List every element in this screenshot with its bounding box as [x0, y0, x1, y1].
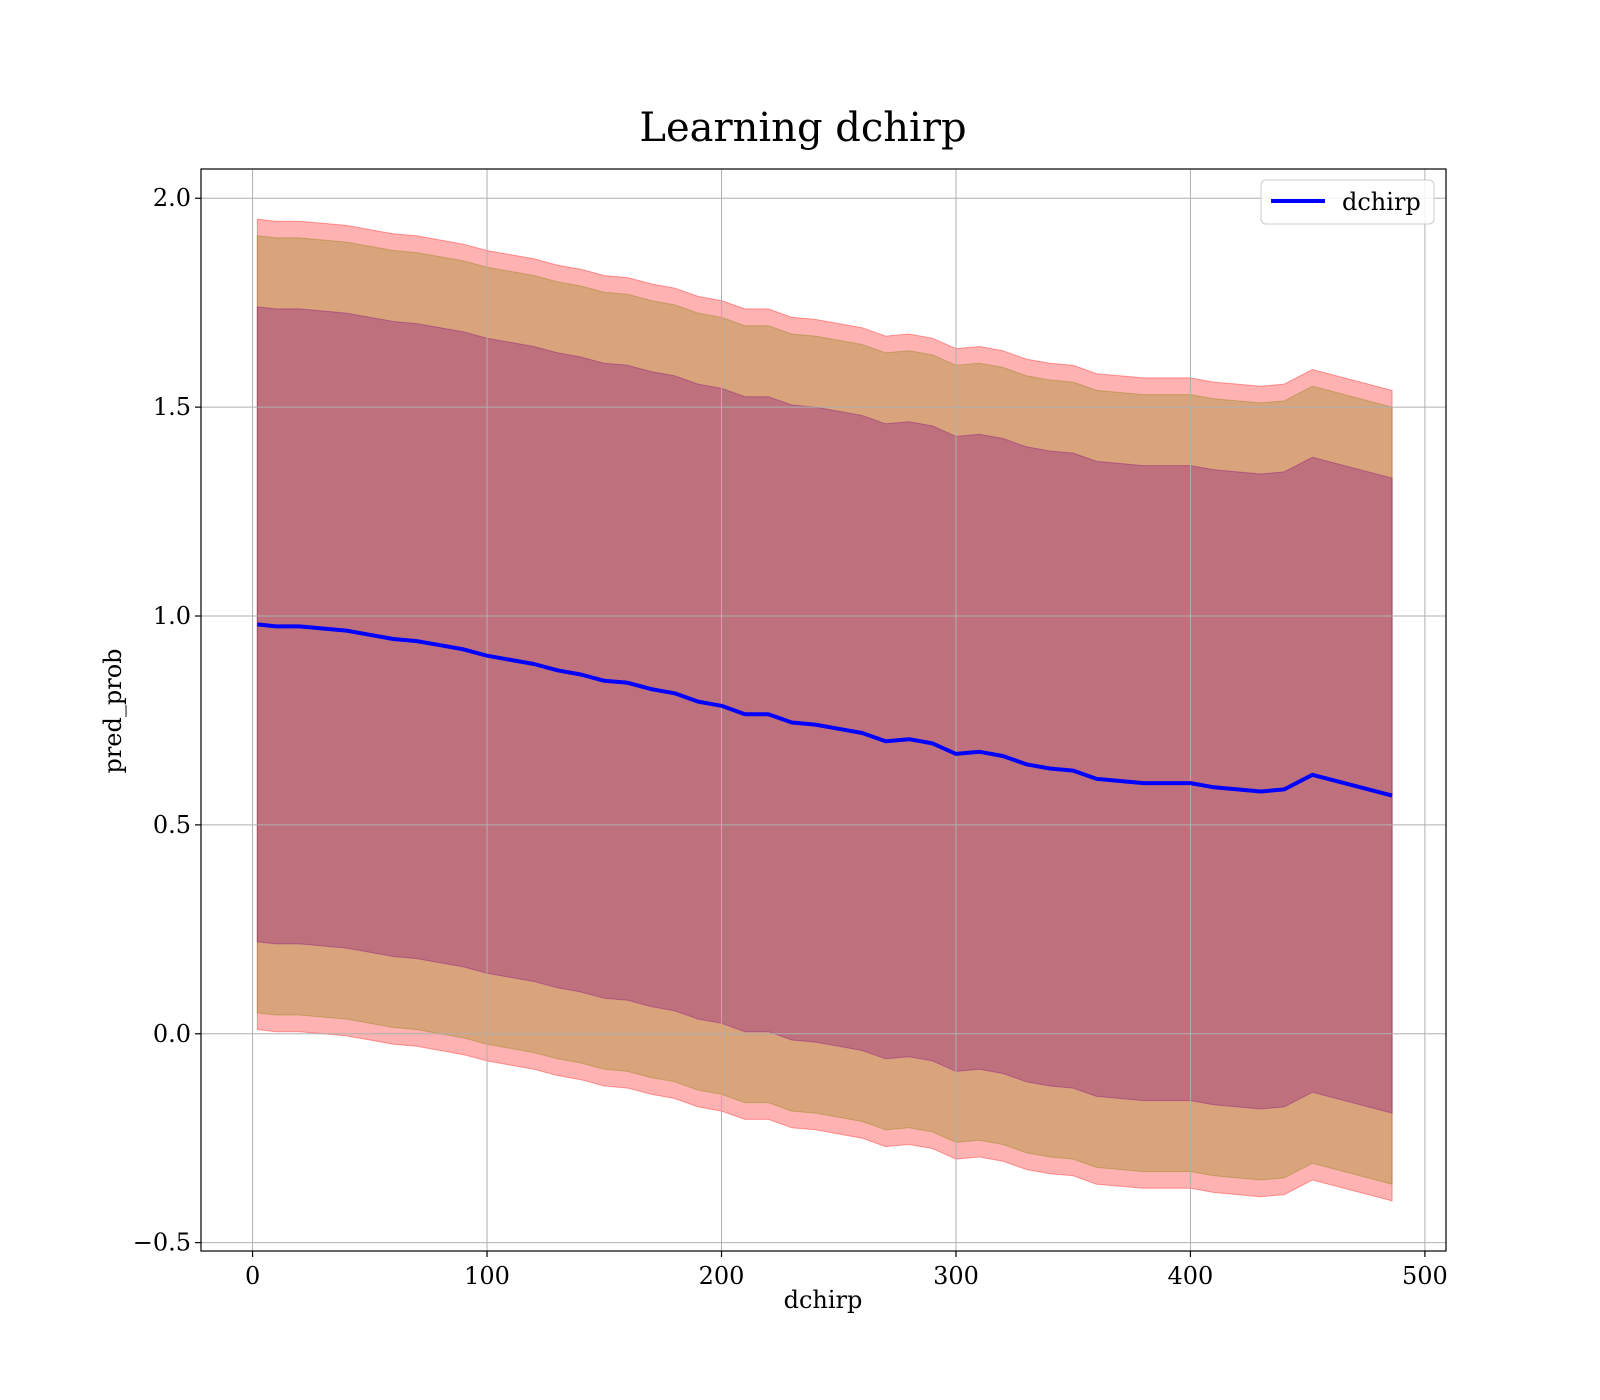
y-axis: −0.5 0.0 0.5 1.0 1.5 2.0: [133, 184, 201, 1257]
plot-frame: [200, 168, 1447, 1252]
series-layer: [257, 622, 1393, 798]
y-tick-label: 0.5: [153, 811, 191, 839]
x-tick-label: 200: [699, 1262, 745, 1290]
legend-box: [1260, 179, 1435, 225]
x-tick-label: 0: [245, 1262, 260, 1290]
legend: dchirp: [1260, 179, 1435, 225]
x-axis-label: dchirp: [784, 1286, 863, 1314]
confidence-band-1: [256, 235, 1393, 1185]
x-tick-label: 400: [1168, 1262, 1214, 1290]
y-tick-label: 2.0: [153, 184, 191, 212]
confidence-bands: [256, 218, 1393, 1202]
x-tick-label: 100: [464, 1262, 510, 1290]
grid: [201, 169, 1446, 1251]
y-tick-label: 1.0: [153, 602, 191, 630]
series-line-dchirp: [257, 622, 1393, 798]
x-tick-label: 300: [933, 1262, 979, 1290]
plot-area: [200, 168, 1447, 1252]
x-axis: 0 100 200 300 400 500: [245, 1251, 1448, 1290]
y-tick-label: 1.5: [153, 393, 191, 421]
y-axis-label: pred_prob: [99, 648, 127, 773]
confidence-band-0: [256, 218, 1393, 1202]
x-tick-label: 500: [1402, 1262, 1448, 1290]
confidence-band-2: [256, 306, 1393, 1114]
chart-title: Learning dchirp: [639, 105, 966, 151]
legend-entry-dchirp: dchirp: [1342, 188, 1421, 216]
y-tick-label: 0.0: [153, 1020, 191, 1048]
y-tick-label: −0.5: [133, 1229, 191, 1257]
